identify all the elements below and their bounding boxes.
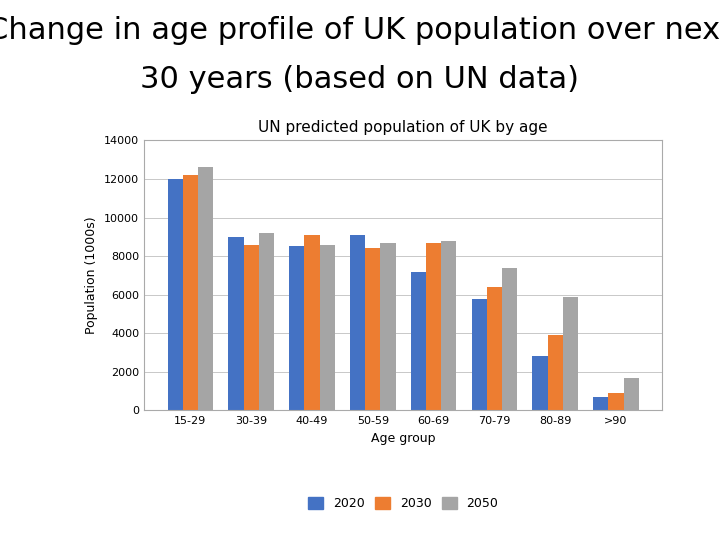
- Bar: [502, 268, 517, 410]
- Bar: [305, 235, 320, 410]
- Bar: [350, 235, 365, 410]
- Bar: [168, 179, 183, 410]
- Bar: [243, 245, 258, 410]
- Bar: [487, 287, 502, 410]
- Bar: [593, 397, 608, 410]
- Bar: [320, 245, 335, 410]
- X-axis label: Age group: Age group: [371, 431, 436, 444]
- Y-axis label: Population (1000s): Population (1000s): [86, 217, 99, 334]
- Legend: 2020, 2030, 2050: 2020, 2030, 2050: [303, 492, 503, 515]
- Bar: [624, 377, 639, 410]
- Text: 30 years (based on UN data): 30 years (based on UN data): [140, 65, 580, 94]
- Bar: [608, 393, 624, 410]
- Bar: [228, 237, 243, 410]
- Bar: [426, 242, 441, 410]
- Bar: [532, 356, 548, 410]
- Bar: [380, 242, 395, 410]
- Bar: [441, 241, 456, 410]
- Bar: [258, 233, 274, 410]
- Bar: [472, 299, 487, 410]
- Bar: [548, 335, 563, 410]
- Bar: [563, 296, 578, 410]
- Bar: [411, 272, 426, 410]
- Bar: [198, 167, 213, 410]
- Bar: [365, 248, 380, 410]
- Bar: [289, 246, 305, 410]
- Title: UN predicted population of UK by age: UN predicted population of UK by age: [258, 120, 548, 135]
- Text: Change in age profile of UK population over next: Change in age profile of UK population o…: [0, 16, 720, 45]
- Bar: [183, 175, 198, 410]
